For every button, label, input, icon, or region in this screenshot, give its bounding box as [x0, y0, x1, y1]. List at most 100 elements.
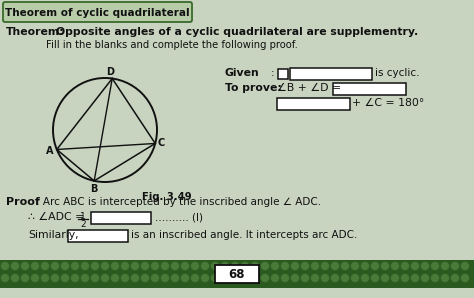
Circle shape [430, 274, 439, 283]
Circle shape [171, 274, 180, 283]
Circle shape [10, 262, 19, 271]
Text: ∠B + ∠D =: ∠B + ∠D = [277, 83, 341, 93]
Circle shape [201, 274, 210, 283]
Bar [215, 265, 259, 283]
Circle shape [91, 262, 100, 271]
Circle shape [340, 262, 349, 271]
Circle shape [340, 274, 349, 283]
Circle shape [191, 274, 200, 283]
Text: 1: 1 [80, 212, 86, 221]
Circle shape [20, 274, 29, 283]
Circle shape [420, 274, 429, 283]
Circle shape [320, 274, 329, 283]
Bar [91, 212, 151, 224]
Circle shape [261, 274, 270, 283]
Text: Fill in the blanks and complete the following proof.: Fill in the blanks and complete the foll… [46, 40, 298, 50]
Circle shape [81, 262, 90, 271]
Circle shape [161, 262, 170, 271]
Circle shape [0, 262, 9, 271]
Circle shape [440, 262, 449, 271]
Circle shape [30, 274, 39, 283]
Circle shape [40, 274, 49, 283]
Circle shape [381, 274, 390, 283]
Circle shape [410, 262, 419, 271]
Circle shape [130, 274, 139, 283]
Circle shape [151, 274, 159, 283]
Circle shape [181, 274, 190, 283]
Text: D: D [106, 66, 114, 77]
Circle shape [140, 274, 149, 283]
Bar [333, 83, 406, 95]
Circle shape [220, 262, 229, 271]
Circle shape [430, 262, 439, 271]
Text: To prove:: To prove: [225, 83, 282, 93]
Circle shape [361, 262, 370, 271]
Circle shape [461, 274, 470, 283]
Circle shape [261, 262, 270, 271]
Circle shape [450, 274, 459, 283]
Circle shape [240, 274, 249, 283]
Circle shape [120, 262, 129, 271]
Circle shape [250, 274, 259, 283]
Circle shape [310, 262, 319, 271]
Circle shape [350, 262, 359, 271]
Text: .......... (I): .......... (I) [155, 212, 203, 222]
Text: Fig. 3.49: Fig. 3.49 [142, 192, 191, 202]
Circle shape [61, 262, 70, 271]
Text: A: A [46, 147, 54, 156]
Circle shape [450, 262, 459, 271]
Circle shape [81, 274, 90, 283]
Text: 2: 2 [80, 220, 86, 229]
Circle shape [291, 274, 300, 283]
Circle shape [291, 262, 300, 271]
Circle shape [40, 262, 49, 271]
Circle shape [230, 262, 239, 271]
Text: :: : [271, 68, 274, 78]
Circle shape [171, 262, 180, 271]
Circle shape [191, 262, 200, 271]
Circle shape [110, 274, 119, 283]
Circle shape [271, 262, 280, 271]
Circle shape [100, 274, 109, 283]
Circle shape [140, 262, 149, 271]
Circle shape [301, 274, 310, 283]
Text: : Arc ABC is intercepted by the inscribed angle ∠ ADC.: : Arc ABC is intercepted by the inscribe… [36, 197, 321, 207]
Text: Proof: Proof [6, 197, 40, 207]
Circle shape [110, 262, 119, 271]
Circle shape [30, 262, 39, 271]
Circle shape [320, 262, 329, 271]
Text: Similarly,: Similarly, [28, 230, 79, 240]
Circle shape [281, 274, 290, 283]
Circle shape [271, 274, 280, 283]
Bar [278, 69, 288, 79]
Circle shape [181, 262, 190, 271]
Circle shape [201, 262, 210, 271]
Text: is cyclic.: is cyclic. [375, 68, 419, 78]
Text: B: B [91, 184, 98, 194]
Bar [290, 68, 372, 80]
Circle shape [440, 274, 449, 283]
Circle shape [401, 274, 410, 283]
Circle shape [250, 262, 259, 271]
Bar [277, 98, 350, 110]
Circle shape [381, 262, 390, 271]
Circle shape [120, 274, 129, 283]
Circle shape [240, 262, 249, 271]
Circle shape [301, 262, 310, 271]
Circle shape [350, 274, 359, 283]
Circle shape [71, 274, 80, 283]
Circle shape [10, 274, 19, 283]
Circle shape [371, 262, 380, 271]
Text: ∴ ∠ADC =: ∴ ∠ADC = [28, 212, 88, 222]
Bar [0, 260, 474, 288]
Circle shape [391, 262, 400, 271]
Circle shape [401, 262, 410, 271]
Circle shape [161, 274, 170, 283]
Circle shape [410, 274, 419, 283]
Circle shape [51, 274, 60, 283]
Circle shape [310, 274, 319, 283]
Circle shape [71, 262, 80, 271]
Circle shape [371, 274, 380, 283]
Text: C: C [157, 139, 165, 148]
Circle shape [151, 262, 159, 271]
